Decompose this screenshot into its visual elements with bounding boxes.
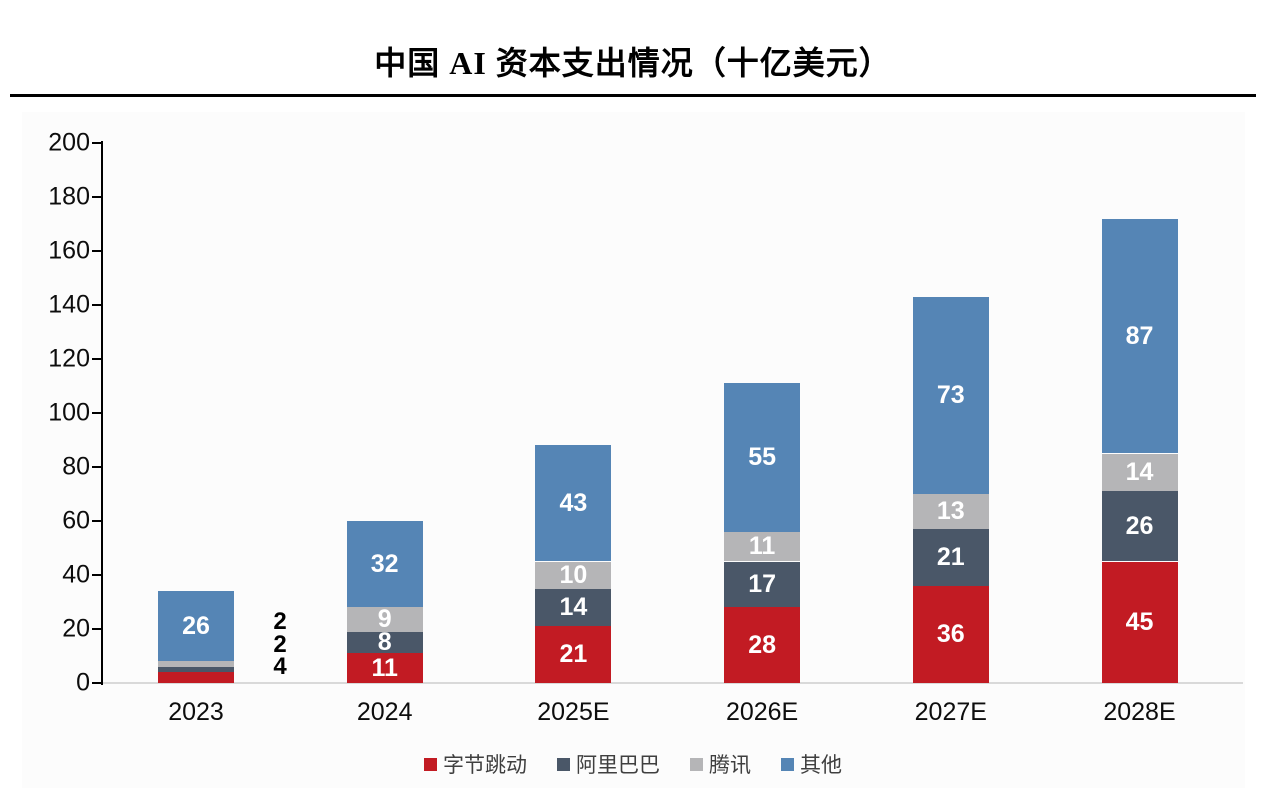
legend-swatch-icon <box>781 757 794 771</box>
bar-segment-2026E-其他: 55 <box>724 383 801 532</box>
bar-value-label: 36 <box>936 619 965 648</box>
bar-segment-2027E-其他: 73 <box>912 296 989 494</box>
bar-value-label: 13 <box>936 497 965 526</box>
legend-label: 字节跳动 <box>443 753 527 777</box>
y-tick-mark <box>92 466 101 468</box>
y-tick-label: 100 <box>48 398 90 427</box>
bar-value-label: 11 <box>371 653 398 682</box>
x-axis-label-2025E: 2025E <box>537 698 610 726</box>
bar-segment-2028E-其他: 87 <box>1101 218 1178 454</box>
y-tick-label: 180 <box>48 182 90 211</box>
y-tick-label: 60 <box>62 506 90 535</box>
bar-segment-2024-腾讯: 9 <box>346 605 423 634</box>
y-tick-mark <box>92 250 101 252</box>
legend-swatch-icon <box>557 757 570 771</box>
y-tick-mark <box>92 682 101 684</box>
bar-value-label: 55 <box>748 443 776 472</box>
x-axis-baseline <box>103 682 1243 684</box>
y-tick-label: 20 <box>62 614 90 643</box>
bar-value-label: 26 <box>1125 511 1154 540</box>
y-tick-mark <box>92 304 101 306</box>
bar-value-label: 14 <box>559 592 588 621</box>
bar-value-label-outside: 4 <box>273 653 287 680</box>
bar-segment-2024-阿里巴巴: 8 <box>346 627 423 656</box>
bar-value-label: 73 <box>936 380 965 409</box>
x-axis-label-2024: 2024 <box>356 698 413 726</box>
bar-segment-2027E-字节跳动: 36 <box>912 585 989 683</box>
bar-segment-2025E-其他: 43 <box>535 445 612 562</box>
bar-value-label: 17 <box>748 569 776 598</box>
legend-item-其他: 其他 <box>781 749 842 779</box>
legend-item-字节跳动: 字节跳动 <box>424 749 527 779</box>
y-tick-mark <box>92 142 101 144</box>
title-divider <box>10 94 1256 97</box>
bar-segment-2026E-腾讯: 11 <box>724 531 801 562</box>
x-axis-label-2026E: 2026E <box>725 698 799 726</box>
y-axis <box>101 141 103 685</box>
bar-value-label: 32 <box>370 549 399 578</box>
y-tick-label: 200 <box>48 128 90 157</box>
y-tick-mark <box>92 574 101 576</box>
chart-title: 中国 AI 资本支出情况（十亿美元） <box>374 45 892 81</box>
bar-segment-2026E-阿里巴巴: 17 <box>724 561 801 608</box>
y-tick-mark <box>92 628 101 630</box>
y-tick-label: 80 <box>62 452 90 481</box>
legend-label: 阿里巴巴 <box>576 753 660 777</box>
bar-value-label: 11 <box>748 532 776 561</box>
y-tick-label: 140 <box>48 290 90 319</box>
y-tick-mark <box>92 196 101 198</box>
bar-segment-2023-腾讯 <box>158 661 234 667</box>
bar-value-label-outside: 2 <box>273 630 287 658</box>
legend-item-腾讯: 腾讯 <box>690 749 751 779</box>
bar-segment-2028E-字节跳动: 45 <box>1101 561 1178 683</box>
y-tick-label: 0 <box>76 668 90 697</box>
legend-swatch-icon <box>690 757 703 771</box>
bar-segment-2025E-腾讯: 10 <box>535 560 612 589</box>
bar-value-label: 14 <box>1125 457 1154 486</box>
y-tick-label: 160 <box>48 236 90 265</box>
legend-label: 腾讯 <box>709 753 751 777</box>
legend-item-阿里巴巴: 阿里巴巴 <box>557 749 660 779</box>
legend-swatch-icon <box>424 757 437 771</box>
bar-value-label: 21 <box>936 542 965 571</box>
bar-value-label: 28 <box>748 630 776 659</box>
legend-label: 其他 <box>800 753 842 777</box>
bar-value-label: 45 <box>1125 607 1154 636</box>
bar-value-label-outside: 2 <box>273 608 287 635</box>
chart-legend: 字节跳动 阿里巴巴 腾讯 其他 <box>0 749 1266 779</box>
bar-value-label: 26 <box>182 611 210 640</box>
y-tick-mark <box>92 520 101 522</box>
bar-segment-2023-其他: 26 <box>158 591 234 662</box>
bar-segment-2027E-阿里巴巴: 21 <box>912 529 989 586</box>
y-tick-label: 120 <box>48 344 90 373</box>
bar-segment-2027E-腾讯: 13 <box>912 494 989 530</box>
y-tick-label: 40 <box>62 560 90 589</box>
plot-background <box>22 112 1245 788</box>
bar-segment-2024-字节跳动: 11 <box>346 653 423 683</box>
bar-segment-2028E-腾讯: 14 <box>1101 453 1178 492</box>
bar-segment-2023-阿里巴巴 <box>158 666 234 673</box>
bar-value-label: 10 <box>559 560 588 589</box>
y-tick-mark <box>92 358 101 360</box>
x-axis-label-2027E: 2027E <box>914 698 987 726</box>
bar-value-label: 43 <box>559 488 588 517</box>
bar-segment-2025E-阿里巴巴: 14 <box>535 588 612 627</box>
bar-segment-2024-其他: 32 <box>346 521 423 608</box>
bar-segment-2028E-阿里巴巴: 26 <box>1101 491 1178 562</box>
bar-segment-2025E-字节跳动: 21 <box>535 626 612 683</box>
bar-value-label: 8 <box>377 627 392 656</box>
y-tick-mark <box>92 412 101 414</box>
bar-segment-2026E-字节跳动: 28 <box>724 607 801 683</box>
x-axis-label-2023: 2023 <box>168 698 224 726</box>
bar-value-label: 21 <box>559 640 588 669</box>
bar-value-label: 9 <box>377 605 392 634</box>
x-axis-label-2028E: 2028E <box>1103 698 1176 726</box>
bar-segment-2023-字节跳动 <box>158 672 234 683</box>
bar-value-label: 87 <box>1125 321 1154 350</box>
